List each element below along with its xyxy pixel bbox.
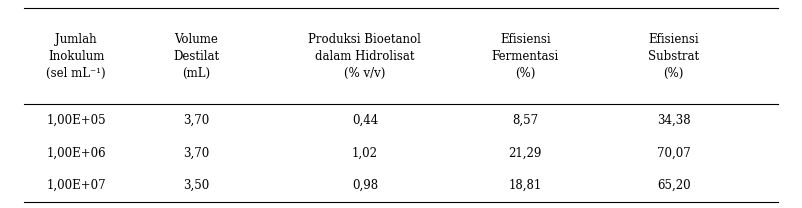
- Text: 8,57: 8,57: [512, 114, 538, 127]
- Text: 3,70: 3,70: [184, 146, 209, 159]
- Text: Produksi Bioetanol
dalam Hidrolisat
(% v/v): Produksi Bioetanol dalam Hidrolisat (% v…: [309, 33, 421, 80]
- Text: Volume
Destilat
(mL): Volume Destilat (mL): [173, 33, 220, 80]
- Text: 34,38: 34,38: [657, 114, 691, 127]
- Text: 1,00E+06: 1,00E+06: [47, 146, 106, 159]
- Text: 18,81: 18,81: [508, 179, 542, 192]
- Text: 3,50: 3,50: [184, 179, 209, 192]
- Text: Jumlah
Inokulum
(sel mL⁻¹): Jumlah Inokulum (sel mL⁻¹): [47, 33, 106, 80]
- Text: Efisiensi
Fermentasi
(%): Efisiensi Fermentasi (%): [492, 33, 559, 80]
- Text: 21,29: 21,29: [508, 146, 542, 159]
- Text: 70,07: 70,07: [657, 146, 691, 159]
- Text: 1,00E+07: 1,00E+07: [47, 179, 106, 192]
- Text: 65,20: 65,20: [657, 179, 691, 192]
- Text: 0,98: 0,98: [352, 179, 378, 192]
- Text: Efisiensi
Substrat
(%): Efisiensi Substrat (%): [648, 33, 699, 80]
- Text: 1,02: 1,02: [352, 146, 378, 159]
- Text: 3,70: 3,70: [184, 114, 209, 127]
- Text: 1,00E+05: 1,00E+05: [47, 114, 106, 127]
- Text: 0,44: 0,44: [352, 114, 378, 127]
